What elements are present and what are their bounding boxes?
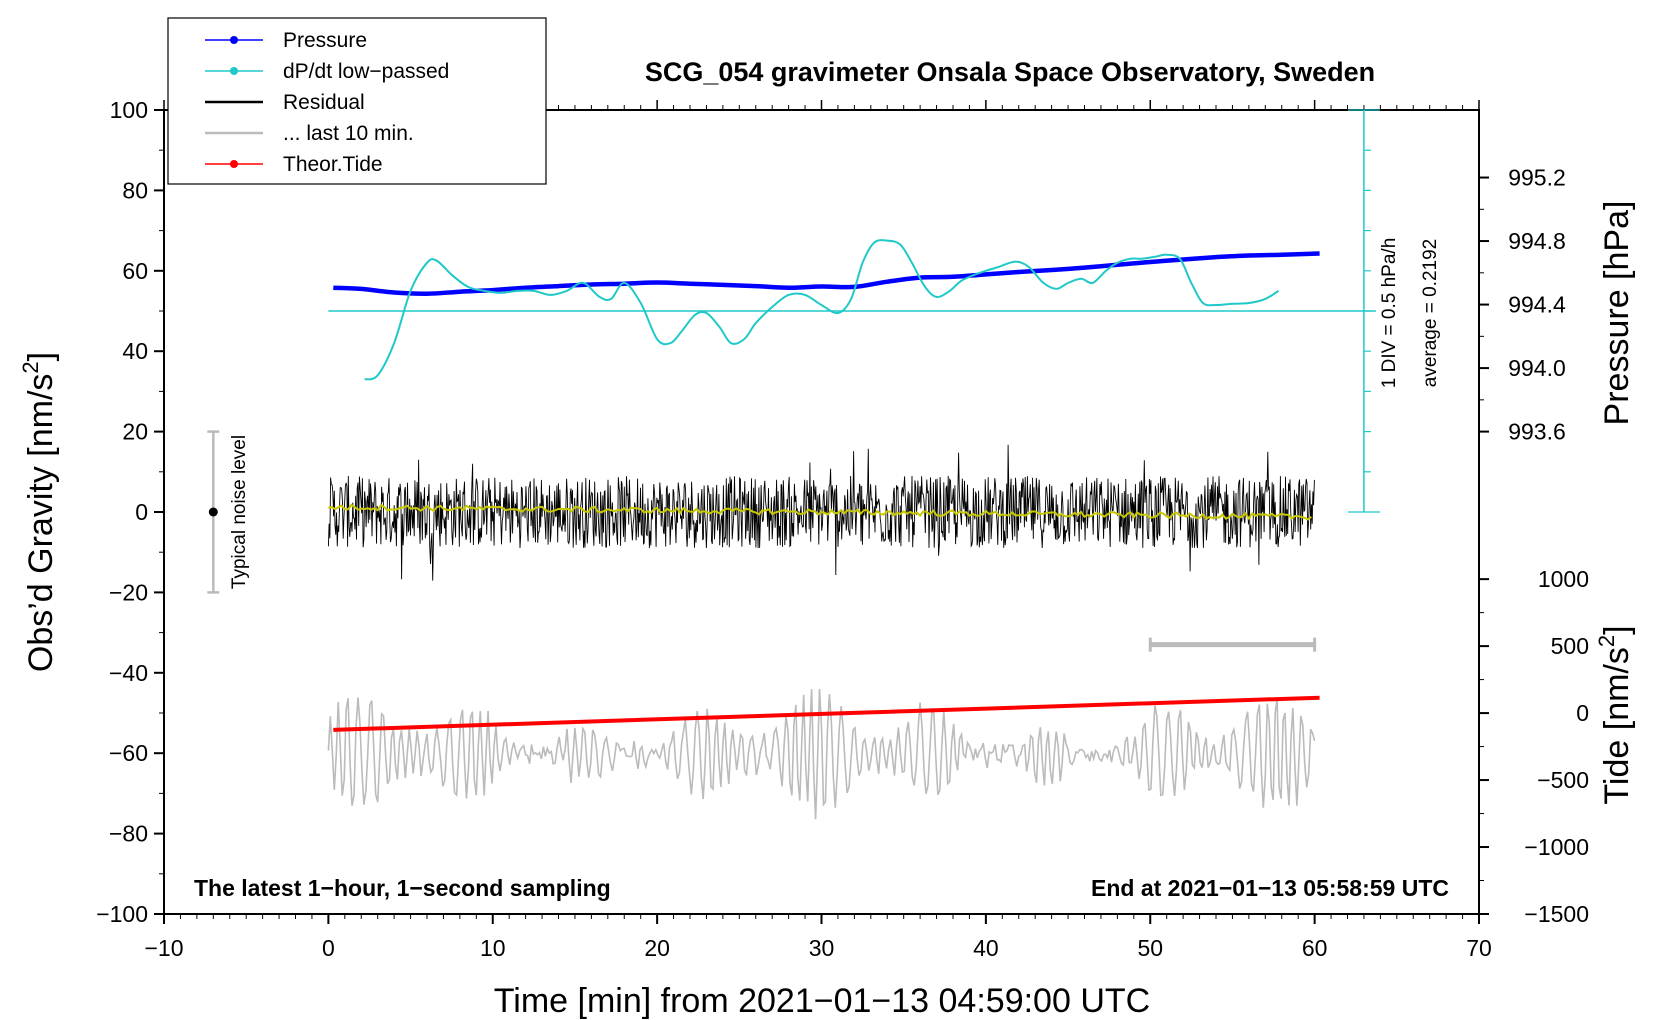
- annotation-latest-hour: The latest 1−hour, 1−second sampling: [194, 875, 611, 901]
- pressure-tick-label: 994.8: [1508, 228, 1566, 254]
- x-axis-title: Time [min] from 2021−01−13 04:59:00 UTC: [494, 982, 1150, 1020]
- tide-axis-title-end: ]: [1598, 625, 1636, 634]
- legend: Pressure dP/dt low−passed Residual ... last…: [167, 17, 547, 185]
- noise-bar-center-dot: [208, 507, 218, 517]
- legend-label: Theor.Tide: [283, 153, 383, 176]
- y-axis-title-end: ]: [22, 352, 60, 361]
- legend-label: ... last 10 min.: [283, 122, 414, 145]
- tide-axis-title-sup: 2: [1594, 635, 1619, 647]
- x-tick-label: 50: [1137, 935, 1163, 961]
- x-tick-label: 0: [322, 935, 335, 961]
- x-tick-label: 60: [1302, 935, 1328, 961]
- x-tick-label: 40: [973, 935, 999, 961]
- x-tick-label: 30: [809, 935, 835, 961]
- dpdt-line: [364, 239, 1280, 381]
- x-tick-label: 70: [1466, 935, 1492, 961]
- tide-axis-title: Tide [nm/s2]: [1594, 625, 1636, 804]
- y-axis-title-base: Obs’d Gravity [nm/s: [22, 374, 60, 673]
- legend-marker: [230, 36, 238, 44]
- x-tick-label: 20: [644, 935, 670, 961]
- tide-tick-label: 1000: [1538, 566, 1589, 592]
- noise-level-label: Typical noise level: [229, 435, 250, 589]
- y-tick-label: −80: [109, 821, 148, 847]
- pressure-tick-label: 993.6: [1508, 419, 1566, 445]
- y-tick-label: 0: [135, 499, 148, 525]
- last-10-min-line: [327, 688, 1316, 820]
- y-tick-label: −20: [109, 579, 148, 605]
- residual-smoothed-line: [328, 503, 1312, 521]
- tide-tick-label: 0: [1576, 700, 1589, 726]
- legend-marker: [230, 160, 238, 168]
- y-tick-label: 80: [122, 177, 148, 203]
- legend-marker: [230, 67, 238, 75]
- residual-line: [327, 444, 1315, 581]
- pressure-tick-label: 994.4: [1508, 292, 1566, 318]
- y-tick-label: 40: [122, 338, 148, 364]
- legend-label: dP/dt low−passed: [283, 60, 449, 83]
- legend-label: Pressure: [283, 29, 367, 52]
- y-tick-label: −60: [109, 740, 148, 766]
- y-tick-label: 20: [122, 419, 148, 445]
- dpdt-div-label: 1 DIV = 0.5 hPa/h: [1379, 238, 1400, 389]
- pressure-line: [333, 251, 1320, 296]
- y-tick-label: 60: [122, 258, 148, 284]
- pressure-tick-label: 994.0: [1508, 355, 1566, 381]
- legend-label: Residual: [283, 91, 365, 114]
- tide-axis-title-base: Tide [nm/s: [1598, 647, 1636, 804]
- pressure-tick-label: 995.2: [1508, 165, 1566, 191]
- y-axis-title: Obs’d Gravity [nm/s2]: [18, 352, 60, 672]
- y-tick-label: 100: [110, 97, 148, 123]
- theoretical-tide-line: [333, 695, 1320, 732]
- y-tick-label: −40: [109, 660, 148, 686]
- tide-tick-label: −1500: [1524, 901, 1589, 927]
- y-axis-title-sup: 2: [18, 361, 43, 373]
- chart-title: SCG_054 gravimeter Onsala Space Observat…: [645, 57, 1375, 87]
- tide-tick-label: −500: [1537, 767, 1589, 793]
- y-tick-label: −100: [96, 901, 148, 927]
- x-tick-label: 10: [480, 935, 506, 961]
- annotation-end-time: End at 2021−01−13 05:58:59 UTC: [1091, 875, 1449, 901]
- dpdt-average-label: average = 0.2192: [1420, 239, 1441, 387]
- pressure-axis-title: Pressure [hPa]: [1598, 201, 1636, 426]
- x-tick-label: −10: [144, 935, 183, 961]
- tide-tick-label: 500: [1551, 633, 1589, 659]
- tide-tick-label: −1000: [1524, 834, 1589, 860]
